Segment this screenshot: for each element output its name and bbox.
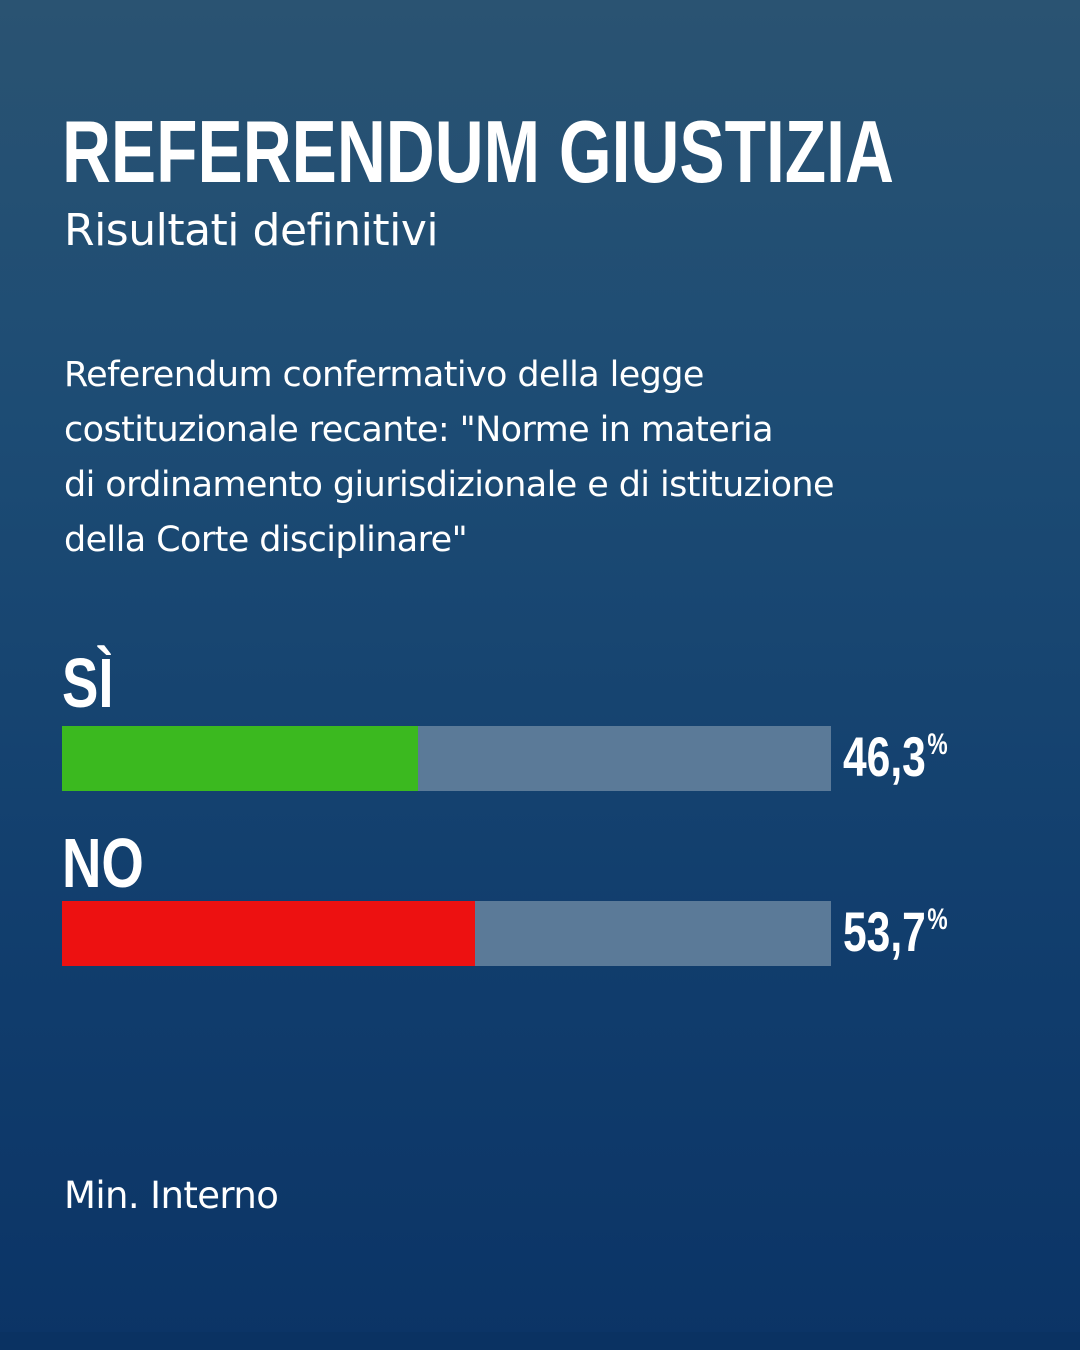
referendum-description: Referendum confermativo della legge cost…: [64, 355, 835, 560]
no-value: 53,7%: [843, 902, 948, 962]
no-bar-track: [62, 901, 831, 966]
yes-bar-track: [62, 726, 831, 791]
no-bar-fill: [62, 901, 475, 966]
bottom-divider: [0, 1332, 1080, 1350]
page-subtitle: Risultati definitivi: [64, 205, 439, 256]
yes-label: SÌ: [62, 644, 114, 722]
yes-value-unit: %: [927, 728, 948, 761]
source-credit: Min. Interno: [64, 1174, 279, 1217]
no-value-number: 53,7: [843, 900, 926, 963]
no-value-unit: %: [927, 903, 948, 936]
yes-value-number: 46,3: [843, 725, 926, 788]
yes-value: 46,3%: [843, 727, 948, 787]
no-label: NO: [62, 824, 144, 902]
page-title: REFERENDUM GIUSTIZIA: [62, 102, 894, 201]
yes-bar-fill: [62, 726, 419, 791]
